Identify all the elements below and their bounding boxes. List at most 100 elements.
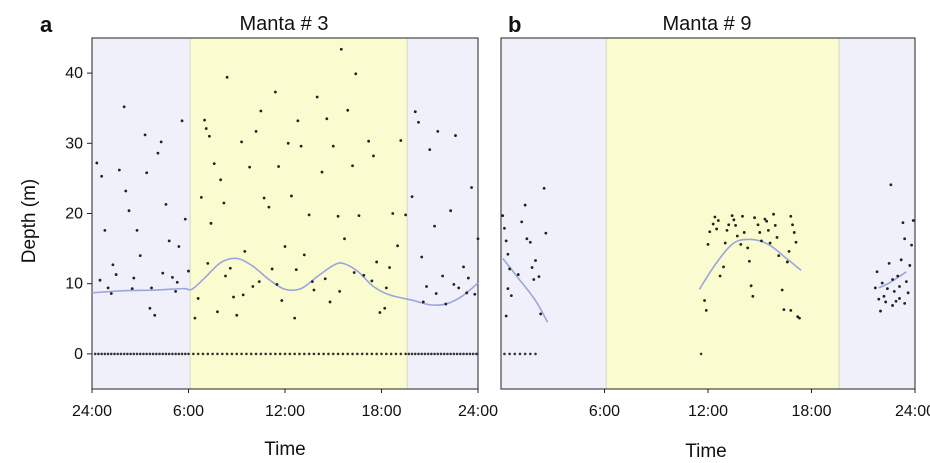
panel-a-zero-point-59 <box>331 352 335 356</box>
panel-a-zero-point-29 <box>187 352 190 356</box>
panel-a-data-point-52 <box>280 299 284 302</box>
panel-a-data-point-99 <box>465 291 469 295</box>
panel-a: a Manta # 3 0 10 20 30 40 24:00 6:00 12:00 18:00… <box>19 12 498 460</box>
panel-a-data-point-100 <box>470 186 473 189</box>
panel-a-data-point-70 <box>346 108 350 112</box>
panel-b-data-point-54 <box>775 235 779 239</box>
panel-a-data-point-41 <box>240 140 243 144</box>
panel-a-plot: 0 10 20 30 40 24:00 6:00 12:00 18:00 24:00 <box>65 37 498 420</box>
panel-a-data-point-31 <box>208 134 211 138</box>
panel-a-data-point-115 <box>294 268 298 272</box>
panel-b-data-point-15 <box>534 259 537 262</box>
panel-b-zero-point-5 <box>529 352 532 356</box>
panel-b-zero-point-0 <box>503 352 506 356</box>
panel-b-data-point-91 <box>898 297 901 300</box>
panel-a-data-point-79 <box>383 306 387 310</box>
panel-a-data-point-118 <box>338 290 342 293</box>
panel-a-zero-point-69 <box>380 352 383 356</box>
panel-a-data-point-19 <box>164 202 168 206</box>
panel-a-data-point-9 <box>127 209 131 213</box>
panel-b-data-point-42 <box>749 284 753 288</box>
panel-b-data-point-78 <box>892 290 896 293</box>
panel-b-data-point-69 <box>877 297 881 301</box>
panel-b-title: Manta # 9 <box>663 13 752 35</box>
panel-a-y-tick-label-4: 40 <box>65 65 83 82</box>
panel-a-data-point-116 <box>312 288 316 292</box>
panel-b-data-point-89 <box>911 219 915 222</box>
panel-a-x-tick-label-2: 12:00 <box>265 403 305 420</box>
panel-a-data-point-45 <box>254 129 258 133</box>
panel-b-data-point-62 <box>792 231 796 234</box>
panel-a-data-point-81 <box>391 212 395 215</box>
panel-a-zero-point-77 <box>413 352 417 356</box>
panel-b-data-point-71 <box>880 281 884 285</box>
panel-a-data-point-55 <box>290 194 293 198</box>
panel-b-data-point-47 <box>760 239 763 243</box>
panel-a-x-tick-label-0: 24:00 <box>72 403 112 420</box>
panel-b-zero-point-2 <box>513 352 517 356</box>
panel-b-data-point-19 <box>544 231 548 235</box>
panel-a-zero-point-54 <box>307 352 311 356</box>
panel-a-data-point-6 <box>117 168 121 172</box>
panel-a-zero-point-24 <box>171 352 174 356</box>
panel-b-data-point-74 <box>886 287 889 291</box>
panel-a-zero-point-74 <box>404 352 407 356</box>
panel-b-data-point-26 <box>715 227 719 231</box>
panel-b-data-point-80 <box>896 274 900 278</box>
panel-a-data-point-105 <box>132 276 136 280</box>
panel-b-x-tick-label-3: 24:00 <box>895 403 930 420</box>
panel-a-zero-point-7 <box>116 352 120 356</box>
panel-a-data-point-74 <box>362 273 366 277</box>
panel-a-data-point-39 <box>232 295 235 299</box>
panel-a-zero-point-3 <box>103 352 107 356</box>
panel-b-xlabel: Time <box>685 441 727 462</box>
panel-a-zero-point-32 <box>201 352 205 356</box>
panel-b-data-point-43 <box>751 294 755 298</box>
panel-a-data-point-58 <box>299 144 303 148</box>
panel-b-data-point-87 <box>908 264 912 267</box>
panel-a-zero-point-9 <box>122 352 126 356</box>
panel-a-data-point-18 <box>159 140 163 144</box>
panel-b-data-point-34 <box>732 218 736 222</box>
panel-a-data-point-89 <box>425 285 428 288</box>
panel-a-zero-point-40 <box>240 352 243 356</box>
panel-b-daytime-shading <box>606 38 840 389</box>
panel-a-daytime-shading <box>190 38 408 389</box>
panel-a-data-point-13 <box>143 133 147 137</box>
panel-a-zero-point-57 <box>322 352 325 356</box>
panel-a-data-point-23 <box>177 245 181 248</box>
panel-b-data-point-20 <box>703 299 706 302</box>
panel-a-data-point-83 <box>399 139 403 142</box>
panel-a-y-tick-label-1: 10 <box>65 276 83 293</box>
panel-b-data-point-59 <box>787 250 791 253</box>
panel-b-data-point-58 <box>785 260 789 264</box>
panel-a-data-point-0 <box>95 161 99 165</box>
panel-b-data-point-45 <box>756 223 760 227</box>
panel-a-zero-point-91 <box>459 352 462 356</box>
panel-a-zero-point-14 <box>138 352 142 356</box>
panel-a-data-point-93 <box>441 274 445 278</box>
panel-a-zero-point-92 <box>462 352 465 356</box>
panel-a-data-point-84 <box>404 213 408 217</box>
panel-a-zero-point-1 <box>97 352 100 356</box>
panel-b: b Manta # 9 6:00 12:00 18:00 24:00 Time <box>500 12 930 462</box>
panel-a-data-point-11 <box>135 228 139 232</box>
panel-a-zero-point-60 <box>336 352 340 356</box>
panel-a-x-tick-label-1: 6:00 <box>173 403 204 420</box>
panel-a-data-point-63 <box>320 170 324 174</box>
panel-a-zero-point-65 <box>360 352 364 356</box>
panel-a-data-point-66 <box>331 144 335 148</box>
panel-a-ylabel: Depth (m) <box>19 179 40 263</box>
panel-a-zero-point-19 <box>155 352 158 356</box>
panel-a-zero-point-12 <box>132 352 136 356</box>
panel-a-data-point-8 <box>124 189 128 193</box>
panel-a-zero-point-38 <box>230 352 234 356</box>
panel-b-data-point-55 <box>777 254 781 258</box>
panel-b-zero-point-1 <box>508 352 511 356</box>
panel-b-data-point-32 <box>727 223 731 227</box>
panel-a-data-point-122 <box>421 300 425 304</box>
panel-a-data-point-38 <box>228 266 232 270</box>
panel-a-data-point-2 <box>103 228 107 232</box>
panel-b-zero-point-3 <box>518 352 522 356</box>
panel-b-trend-line-2 <box>878 271 907 289</box>
